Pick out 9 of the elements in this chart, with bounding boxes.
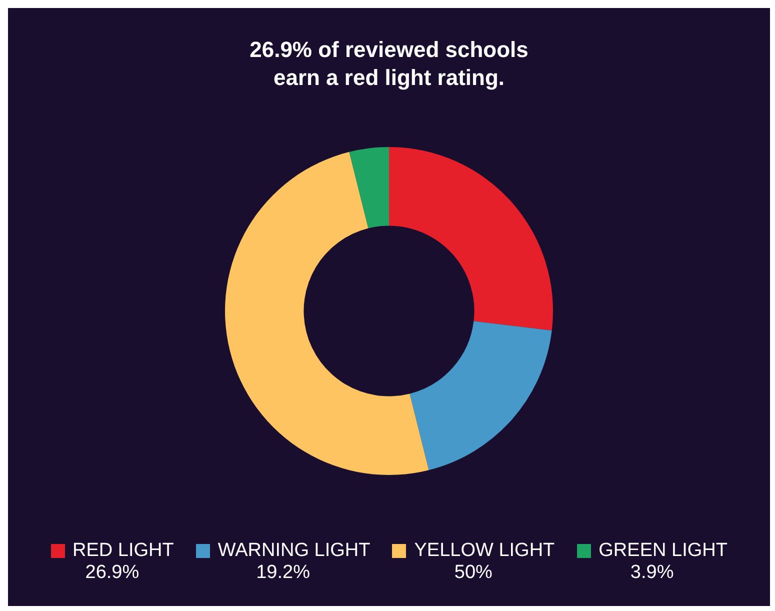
data-label: 3.9% (630, 562, 674, 584)
legend-label: YELLOW LIGHT (414, 540, 555, 562)
chart-title: 26.9% of reviewed schools earn a red light rating. (248, 36, 530, 92)
legend-label: WARNING LIGHT (218, 540, 370, 562)
data-label: 26.9% (85, 562, 140, 584)
legend-label: RED LIGHT (72, 540, 174, 562)
legend-label: GREEN LIGHT (598, 540, 728, 562)
data-label: 50% (454, 562, 492, 584)
data-label: 19.2% (256, 562, 310, 584)
